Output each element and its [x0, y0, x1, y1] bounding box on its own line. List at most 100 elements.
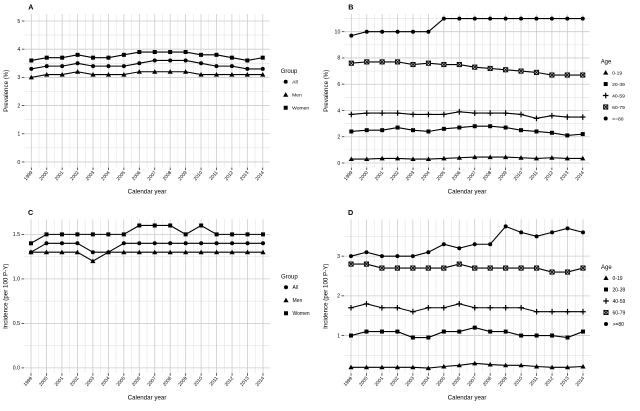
- svg-text:>=80: >=80: [613, 322, 625, 328]
- panel-C: 0.0 0.5 1.0 1.5 1999 2000 2001 2002 2003 2004 2005…: [0, 205, 320, 411]
- series-Men: [28, 69, 266, 80]
- svg-text:2004: 2004: [100, 375, 112, 387]
- svg-text:1999: 1999: [23, 375, 35, 387]
- svg-text:2006: 2006: [451, 170, 463, 182]
- svg-text:Women: Women: [293, 311, 310, 317]
- svg-text:2: 2: [337, 135, 340, 141]
- svg-text:All: All: [293, 285, 299, 291]
- svg-text:2014: 2014: [254, 170, 266, 182]
- svg-text:2009: 2009: [497, 170, 509, 182]
- legend-title: Age: [601, 60, 612, 66]
- svg-text:2001: 2001: [54, 170, 66, 182]
- svg-text:2013: 2013: [559, 375, 571, 387]
- series-Men: [28, 249, 266, 264]
- svg-text:2003: 2003: [405, 170, 417, 182]
- svg-text:0: 0: [17, 160, 20, 166]
- svg-text:All: All: [292, 80, 298, 86]
- svg-text:1999: 1999: [343, 375, 355, 387]
- svg-text:2005: 2005: [436, 170, 448, 182]
- svg-text:2011: 2011: [208, 170, 219, 182]
- grid-minor: [24, 13, 270, 168]
- svg-text:2010: 2010: [513, 375, 525, 387]
- grid-major: [24, 13, 270, 168]
- svg-text:2014: 2014: [575, 375, 587, 387]
- svg-text:2005: 2005: [116, 170, 128, 182]
- svg-text:2013: 2013: [559, 170, 571, 182]
- svg-text:0.5: 0.5: [13, 321, 20, 327]
- svg-text:3: 3: [337, 254, 340, 260]
- svg-text:2012: 2012: [224, 170, 236, 182]
- svg-text:2000: 2000: [38, 170, 50, 182]
- svg-text:2002: 2002: [69, 375, 81, 387]
- y-axis: 0 2 4 6 8 10: [335, 29, 345, 167]
- svg-text:2003: 2003: [85, 170, 97, 182]
- svg-text:2000: 2000: [358, 170, 370, 182]
- series->=80: [349, 224, 585, 259]
- svg-text:6: 6: [337, 82, 340, 88]
- svg-text:2014: 2014: [255, 375, 267, 387]
- series-0-19: [348, 154, 586, 162]
- svg-text:2007: 2007: [466, 375, 478, 387]
- panel-label: A: [28, 3, 33, 11]
- svg-text:2: 2: [337, 294, 340, 300]
- series->=80: [349, 16, 585, 38]
- svg-text:0-19: 0-19: [612, 70, 622, 76]
- series-All: [29, 58, 265, 71]
- y-axis-title: Incidence (per 100 P-Y): [3, 264, 10, 329]
- legend-title: Group: [281, 274, 298, 280]
- svg-text:2007: 2007: [146, 375, 158, 387]
- svg-text:2003: 2003: [404, 375, 416, 387]
- svg-text:2001: 2001: [54, 375, 66, 387]
- svg-text:5: 5: [17, 19, 20, 25]
- grid-major: [344, 13, 590, 168]
- svg-text:2011: 2011: [528, 375, 539, 387]
- svg-text:1999: 1999: [23, 170, 35, 182]
- legend-title: Group: [281, 69, 298, 75]
- panel-label: C: [28, 208, 33, 217]
- svg-text:20-39: 20-39: [613, 287, 626, 293]
- svg-text:1: 1: [337, 333, 340, 339]
- svg-text:40-59: 40-59: [613, 299, 626, 305]
- svg-text:2008: 2008: [162, 375, 174, 387]
- x-axis-title: Calendar year: [448, 394, 487, 401]
- y-axis-title: Prevalence (%): [323, 70, 330, 112]
- svg-text:2007: 2007: [146, 170, 158, 182]
- svg-text:1999: 1999: [343, 170, 355, 182]
- svg-text:2004: 2004: [420, 170, 432, 182]
- series-20-39: [349, 325, 585, 340]
- series-20-39: [349, 124, 585, 138]
- svg-text:Men: Men: [292, 93, 302, 99]
- panel-D-chart: 1 2 3 1999 2000 2001 2002 2003 2004 2005 2006 2007 2…: [320, 205, 640, 411]
- svg-text:2001: 2001: [374, 170, 386, 182]
- panel-label: B: [348, 3, 353, 11]
- svg-text:2010: 2010: [193, 375, 205, 387]
- x-axis-title: Calendar year: [448, 189, 487, 196]
- svg-text:10: 10: [335, 29, 341, 35]
- svg-text:2000: 2000: [38, 375, 50, 387]
- svg-text:2011: 2011: [528, 170, 539, 182]
- svg-text:2: 2: [17, 103, 20, 109]
- svg-text:0.0: 0.0: [13, 366, 20, 372]
- svg-text:2005: 2005: [435, 375, 447, 387]
- panel-label: D: [348, 208, 353, 217]
- svg-text:2002: 2002: [389, 375, 401, 387]
- panel-background: [0, 0, 320, 205]
- x-axis-title: Calendar year: [128, 189, 167, 196]
- series-60-79: [348, 59, 586, 78]
- svg-text:2013: 2013: [239, 170, 251, 182]
- panel-A: 0 1 2 3 4 5 1999 2000 2001 2002 2003 2004 2005 2006 20…: [0, 0, 320, 205]
- y-axis: 0.0 0.5 1.0 1.5: [13, 232, 24, 372]
- svg-text:40-59: 40-59: [612, 93, 625, 99]
- svg-text:2008: 2008: [482, 170, 494, 182]
- svg-text:1.5: 1.5: [13, 232, 20, 238]
- svg-text:2004: 2004: [420, 375, 432, 387]
- svg-text:2009: 2009: [177, 375, 189, 387]
- svg-text:3: 3: [17, 75, 20, 81]
- svg-text:0: 0: [337, 161, 340, 167]
- svg-text:0-19: 0-19: [613, 276, 623, 282]
- svg-text:4: 4: [17, 47, 20, 53]
